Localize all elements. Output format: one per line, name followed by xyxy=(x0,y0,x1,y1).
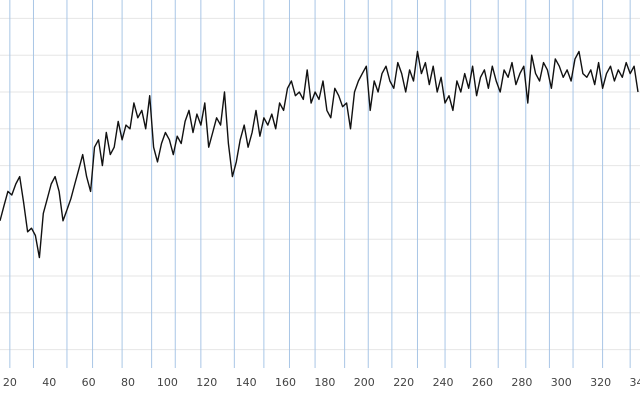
series-line xyxy=(0,50,639,259)
series-layer xyxy=(0,50,639,259)
x-tick-label: 100 xyxy=(157,376,178,389)
x-tick-label: 160 xyxy=(275,376,296,389)
vertical-marker-lines xyxy=(9,0,631,368)
x-tick-label: 40 xyxy=(42,376,56,389)
x-tick-label: 200 xyxy=(354,376,375,389)
x-tick-label: 220 xyxy=(393,376,414,389)
x-tick-label: 60 xyxy=(82,376,96,389)
x-tick-label: 140 xyxy=(236,376,257,389)
x-tick-label: 340 xyxy=(630,376,640,389)
horizontal-gridlines xyxy=(0,17,640,351)
x-tick-label: 300 xyxy=(551,376,572,389)
x-tick-label: 240 xyxy=(433,376,454,389)
x-tick-label: 320 xyxy=(590,376,611,389)
x-tick-label: 260 xyxy=(472,376,493,389)
x-tick-label: 20 xyxy=(3,376,17,389)
x-tick-label: 180 xyxy=(314,376,335,389)
x-tick-label: 80 xyxy=(121,376,135,389)
x-tick-label: 120 xyxy=(196,376,217,389)
x-tick-label: 280 xyxy=(511,376,532,389)
x-axis-tick-labels: 20 40 60 80 100 120 140 160 180 200 220 240 260 280 30… xyxy=(3,376,640,389)
